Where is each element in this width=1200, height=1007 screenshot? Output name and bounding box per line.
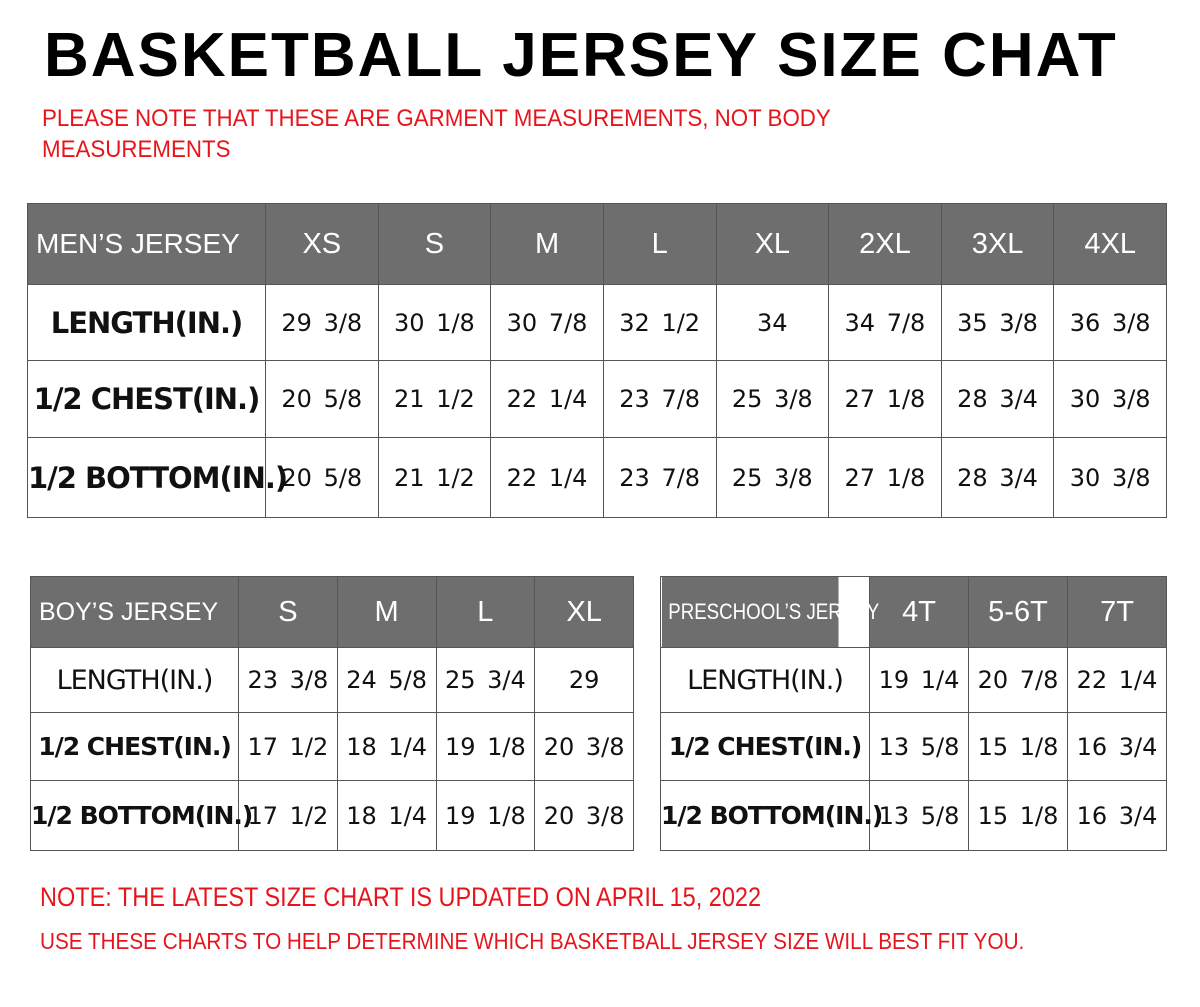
measurement-value: 36 3/8 (1053, 284, 1167, 361)
measurement-label: 1/2 CHEST(IN.) (27, 360, 266, 438)
measurement-value: 34 (715, 284, 830, 361)
measurement-label: 1/2 BOTTOM(IN.) (660, 780, 883, 851)
measurement-value: 23 7/8 (602, 360, 717, 438)
measurement-value: 20 5/8 (265, 360, 379, 438)
measurement-value: 15 1/8 (968, 780, 1068, 851)
measurement-value: 18 1/4 (336, 780, 437, 851)
size-header: L (435, 576, 536, 648)
measurement-value: 28 3/4 (940, 360, 1055, 438)
measurement-value: 16 3/4 (1067, 780, 1167, 851)
measurement-value: 27 1/8 (828, 437, 942, 518)
measurement-value: 30 1/8 (377, 284, 492, 361)
table-row: 1/2 BOTTOM(IN.) 13 5/8 15 1/8 16 3/4 (660, 780, 1167, 851)
measurement-value: 16 3/4 (1067, 712, 1167, 781)
measurement-value: 20 7/8 (968, 647, 1068, 713)
size-header: XL (534, 576, 634, 648)
size-header: XL (715, 203, 830, 285)
table-row: 1/2 BOTTOM(IN.) 20 5/8 21 1/2 22 1/4 23 7/8 2… (27, 437, 1167, 518)
measurement-value: 34 7/8 (828, 284, 942, 361)
measurement-value: 18 1/4 (336, 712, 437, 781)
measurement-value: 22 1/4 (490, 360, 604, 438)
measurement-label: 1/2 BOTTOM(IN.) (30, 780, 253, 851)
measurement-label: LENGTH(IN.) (660, 647, 870, 713)
table-row: 1/2 BOTTOM(IN.) 17 1/2 18 1/4 19 1/8 20 3/8 (30, 780, 634, 851)
table-row: 1/2 CHEST(IN.) 20 5/8 21 1/2 22 1/4 23 7/8 25… (27, 360, 1167, 438)
table-title: PRESCHOOL’S JERSEY (660, 576, 879, 648)
measurement-label: LENGTH(IN.) (27, 284, 266, 361)
measurement-value: 20 3/8 (534, 780, 634, 851)
measurement-value: 24 5/8 (336, 647, 437, 713)
measurement-value: 15 1/8 (968, 712, 1068, 781)
size-header: 3XL (940, 203, 1055, 285)
measurement-value: 30 3/8 (1053, 360, 1167, 438)
preschool-size-table: PRESCHOOL’S JERSEY 4T 5-6T 7T LENGTH(IN.) 19 … (660, 576, 1167, 851)
measurement-label: 1/2 CHEST(IN.) (30, 712, 239, 781)
measurement-value: 20 3/8 (534, 712, 634, 781)
measurement-label: 1/2 BOTTOM(IN.) (27, 437, 288, 518)
header-row: PRESCHOOL’S JERSEY 4T 5-6T 7T (660, 576, 1167, 648)
garment-measurement-note: PLEASE NOTE THAT THESE ARE GARMENT MEASU… (42, 105, 831, 163)
measurement-value: 25 3/4 (435, 647, 536, 713)
measurement-value: 35 3/8 (940, 284, 1055, 361)
measurement-value: 23 7/8 (602, 437, 717, 518)
table-title: MEN’S JERSEY (27, 203, 266, 285)
measurement-value: 22 1/4 (490, 437, 604, 518)
measurement-value: 22 1/4 (1067, 647, 1167, 713)
size-header: 7T (1067, 576, 1167, 648)
measurement-value: 19 1/8 (435, 712, 536, 781)
measurement-value: 13 5/8 (869, 712, 969, 781)
table-row: LENGTH(IN.) 19 1/4 20 7/8 22 1/4 (660, 647, 1167, 713)
measurement-value: 20 5/8 (265, 437, 379, 518)
size-header: M (336, 576, 437, 648)
boys-size-table: BOY’S JERSEY S M L XL LENGTH(IN.) 23 3/8 24 5/8… (30, 576, 634, 851)
measurement-value: 25 3/8 (715, 360, 830, 438)
measurement-value: 19 1/4 (869, 647, 969, 713)
measurement-value: 29 (534, 647, 634, 713)
size-header: 5-6T (968, 576, 1068, 648)
measurement-value: 13 5/8 (869, 780, 969, 851)
table-row: 1/2 CHEST(IN.) 17 1/2 18 1/4 19 1/8 20 3/8 (30, 712, 634, 781)
measurement-label: 1/2 CHEST(IN.) (660, 712, 870, 781)
measurement-value: 29 3/8 (265, 284, 379, 361)
table-row: 1/2 CHEST(IN.) 13 5/8 15 1/8 16 3/4 (660, 712, 1167, 781)
measurement-value: 30 3/8 (1053, 437, 1167, 518)
measurement-value: 27 1/8 (828, 360, 942, 438)
table-title: BOY’S JERSEY (30, 576, 239, 648)
size-header: M (490, 203, 604, 285)
table-row: LENGTH(IN.) 23 3/8 24 5/8 25 3/4 29 (30, 647, 634, 713)
size-header: S (377, 203, 492, 285)
header-row: BOY’S JERSEY S M L XL (30, 576, 634, 648)
measurement-value: 32 1/2 (602, 284, 717, 361)
measurement-value: 23 3/8 (238, 647, 338, 713)
measurement-value: 17 1/2 (238, 780, 338, 851)
mens-size-table: MEN’S JERSEY XS S M L XL 2XL 3XL 4XL LENGTH(IN.) 2… (27, 203, 1167, 518)
measurement-value: 21 1/2 (377, 360, 492, 438)
measurement-value: 19 1/8 (435, 780, 536, 851)
update-date-note: NOTE: THE LATEST SIZE CHART IS UPDATED O… (40, 882, 762, 912)
size-header: 2XL (828, 203, 942, 285)
measurement-value: 28 3/4 (940, 437, 1055, 518)
size-header: XS (265, 203, 379, 285)
measurement-value: 17 1/2 (238, 712, 338, 781)
measurement-value: 30 7/8 (490, 284, 604, 361)
size-header: L (602, 203, 717, 285)
measurement-value: 25 3/8 (715, 437, 830, 518)
header-row: MEN’S JERSEY XS S M L XL 2XL 3XL 4XL (27, 203, 1167, 285)
measurement-label: LENGTH(IN.) (30, 647, 239, 713)
size-header: 4T (869, 576, 969, 648)
page-title: BASKETBALL JERSEY SIZE CHAT (44, 21, 1118, 90)
size-header: S (238, 576, 338, 648)
size-header: 4XL (1053, 203, 1167, 285)
usage-note: USE THESE CHARTS TO HELP DETERMINE WHICH… (40, 928, 1025, 954)
measurement-value: 21 1/2 (377, 437, 492, 518)
table-row: LENGTH(IN.) 29 3/8 30 1/8 30 7/8 32 1/2 34 34 … (27, 284, 1167, 361)
